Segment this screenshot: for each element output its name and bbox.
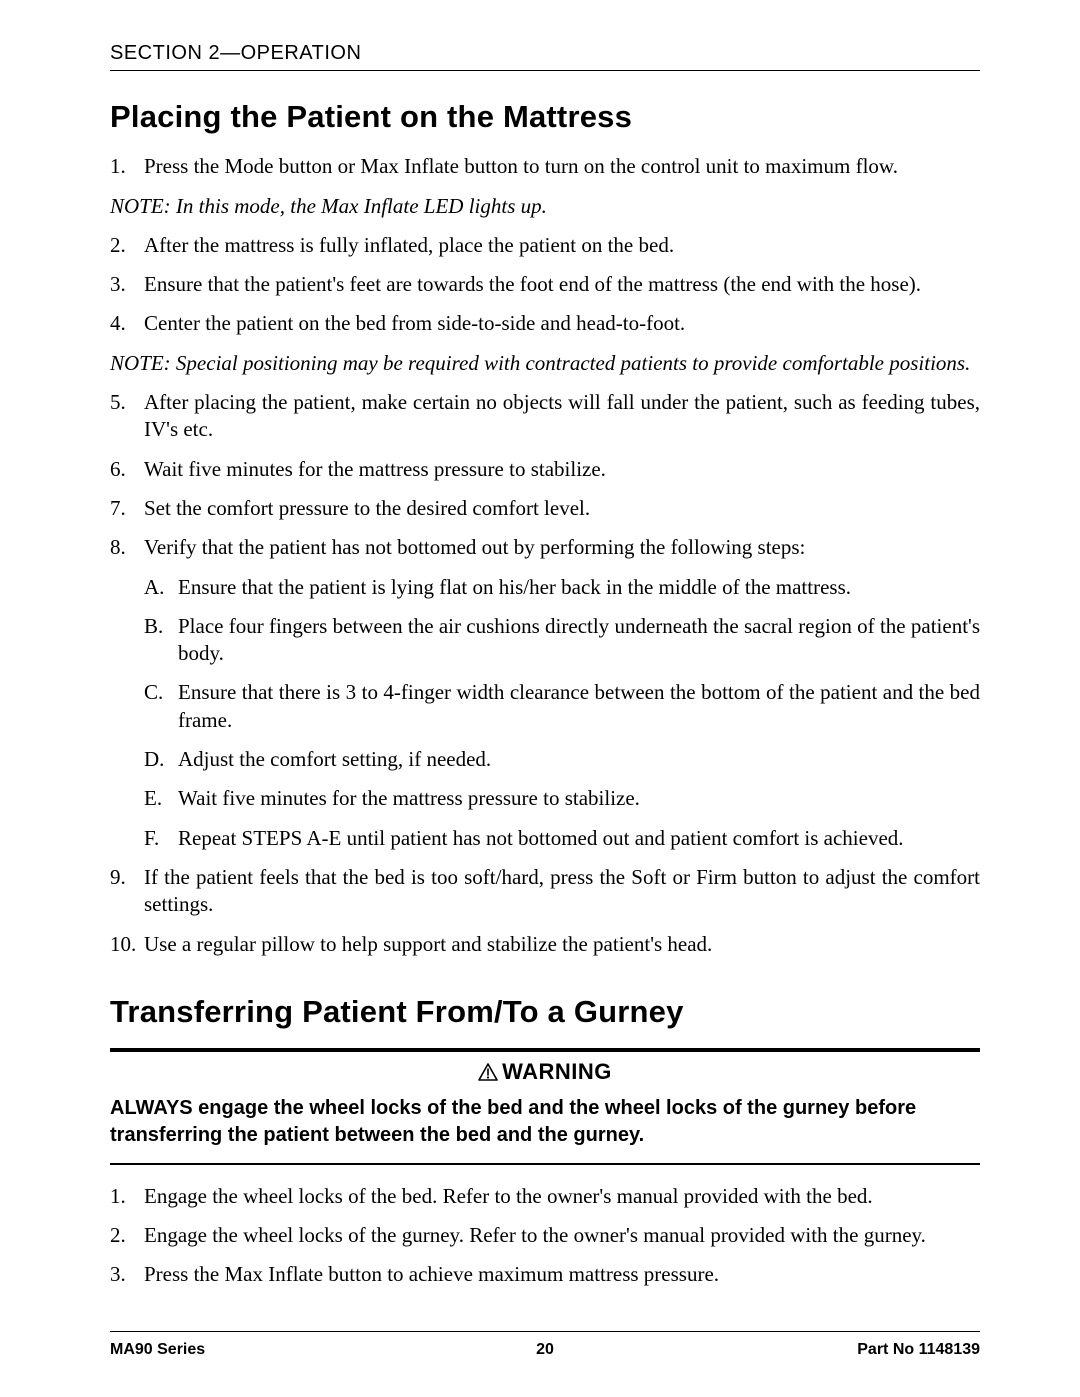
s2-step-2: Engage the wheel locks of the gurney. Re… xyxy=(110,1222,980,1249)
step-4: Center the patient on the bed from side-… xyxy=(110,310,980,337)
warning-text: ALWAYS engage the wheel locks of the bed… xyxy=(110,1095,980,1149)
section2: Transferring Patient From/To a Gurney WA… xyxy=(110,992,980,1289)
step-8-sublist: Ensure that the patient is lying flat on… xyxy=(144,574,980,852)
step-5: After placing the patient, make certain … xyxy=(110,389,980,444)
section1-list: Press the Mode button or Max Inflate but… xyxy=(110,153,980,180)
section2-title: Transferring Patient From/To a Gurney xyxy=(110,992,980,1032)
step-1: Press the Mode button or Max Inflate but… xyxy=(110,153,980,180)
step-8a: Ensure that the patient is lying flat on… xyxy=(144,574,980,601)
step-3: Ensure that the patient's feet are towar… xyxy=(110,271,980,298)
step-8c: Ensure that there is 3 to 4-finger width… xyxy=(144,679,980,734)
s2-step-3: Press the Max Inflate button to achieve … xyxy=(110,1261,980,1288)
warning-lead: ALWAYS xyxy=(110,1097,193,1119)
section1-list-cont1: After the mattress is fully inflated, pl… xyxy=(110,232,980,338)
footer: MA90 Series 20 Part No 1148139 xyxy=(110,1331,980,1361)
step-8d: Adjust the comfort setting, if needed. xyxy=(144,746,980,773)
note-2: NOTE: Special positioning may be require… xyxy=(110,350,980,377)
warning-title: WARNING xyxy=(110,1058,980,1089)
step-2: After the mattress is fully inflated, pl… xyxy=(110,232,980,259)
warning-label: WARNING xyxy=(502,1059,612,1084)
warning-body: engage the wheel locks of the bed and th… xyxy=(110,1097,916,1146)
s2-step-1: Engage the wheel locks of the bed. Refer… xyxy=(110,1183,980,1210)
step-7: Set the comfort pressure to the desired … xyxy=(110,495,980,522)
step-8e: Wait five minutes for the mattress press… xyxy=(144,785,980,812)
warning-block: WARNING ALWAYS engage the wheel locks of… xyxy=(110,1048,980,1165)
section1-title: Placing the Patient on the Mattress xyxy=(110,97,980,137)
section-header: SECTION 2—OPERATION xyxy=(110,40,980,71)
section2-list: Engage the wheel locks of the bed. Refer… xyxy=(110,1183,980,1289)
step-8b: Place four fingers between the air cushi… xyxy=(144,613,980,668)
step-9: If the patient feels that the bed is too… xyxy=(110,864,980,919)
step-8f: Repeat STEPS A-E until patient has not b… xyxy=(144,825,980,852)
step-10: Use a regular pillow to help support and… xyxy=(110,931,980,958)
section1-list-cont2: After placing the patient, make certain … xyxy=(110,389,980,958)
footer-page-number: 20 xyxy=(110,1340,980,1361)
step-6: Wait five minutes for the mattress press… xyxy=(110,456,980,483)
note-1: NOTE: In this mode, the Max Inflate LED … xyxy=(110,193,980,220)
step-8-text: Verify that the patient has not bottomed… xyxy=(144,535,805,559)
warning-icon xyxy=(478,1060,498,1089)
step-8: Verify that the patient has not bottomed… xyxy=(110,534,980,852)
